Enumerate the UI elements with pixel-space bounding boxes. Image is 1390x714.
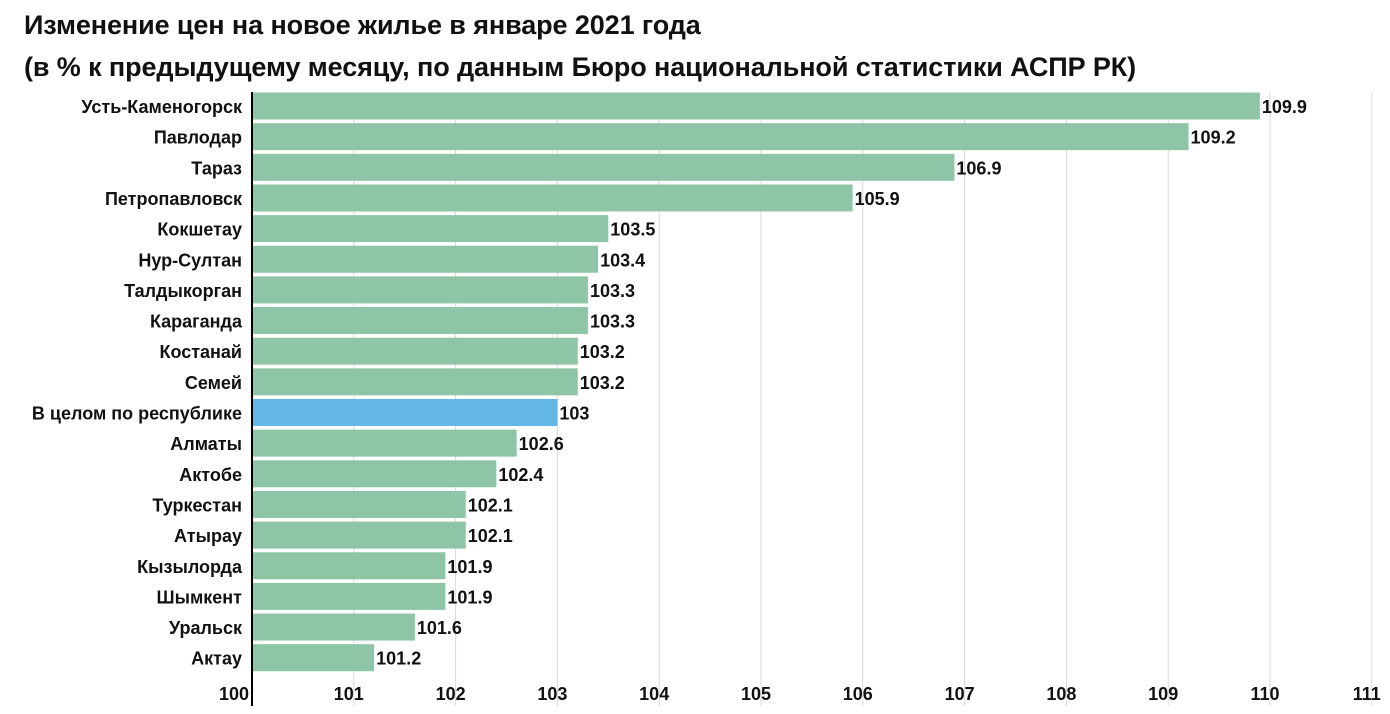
- category-label: Караганда: [150, 312, 243, 332]
- bar-13: [252, 490, 466, 518]
- x-tick-label: 106: [843, 684, 873, 704]
- value-label: 103.5: [610, 220, 655, 240]
- bar-9: [252, 368, 578, 396]
- value-label: 101.9: [447, 557, 492, 577]
- bar-5: [252, 245, 599, 273]
- bar-12: [252, 460, 497, 488]
- bar-6: [252, 276, 588, 304]
- category-label: Тараз: [191, 158, 242, 178]
- value-label: 101.6: [417, 618, 462, 638]
- value-label: 109.9: [1262, 97, 1307, 117]
- x-tick-label: 109: [1148, 684, 1178, 704]
- category-label: В целом по республике: [32, 404, 242, 424]
- value-label: 102.4: [498, 465, 543, 485]
- value-label: 102.6: [519, 434, 564, 454]
- category-label: Талдыкорган: [124, 281, 242, 301]
- x-tick-label: 103: [537, 684, 567, 704]
- bar-18: [252, 644, 375, 672]
- category-label: Алматы: [170, 434, 242, 454]
- x-tick-label: 111: [1353, 684, 1381, 704]
- value-label: 109.2: [1191, 128, 1236, 148]
- category-label: Нур-Султан: [138, 250, 242, 270]
- value-label: 103.2: [580, 342, 625, 362]
- bar-16: [252, 582, 446, 610]
- value-label: 103: [559, 404, 589, 424]
- category-label: Актобе: [179, 465, 242, 485]
- category-label: Кызылорда: [137, 557, 243, 577]
- bar-3: [252, 184, 853, 212]
- bar-0: [252, 92, 1260, 120]
- value-label: 102.1: [468, 495, 513, 515]
- category-label: Уральск: [169, 618, 243, 638]
- bars: [252, 92, 1260, 672]
- bar-15: [252, 552, 446, 580]
- chart-subtitle: (в % к предыдущему месяцу, по данным Бюр…: [24, 52, 1137, 82]
- x-tick-label: 100: [219, 684, 249, 704]
- category-label: Туркестан: [152, 495, 242, 515]
- bar-17: [252, 613, 415, 641]
- value-label: 103.2: [580, 373, 625, 393]
- x-tick-label: 105: [741, 684, 771, 704]
- bar-7: [252, 307, 588, 335]
- x-axis-ticks: 100 101 102 103 104 105 106 107 108 109 110 111: [219, 684, 1381, 704]
- category-label: Усть-Каменогорск: [81, 97, 243, 117]
- bar-4: [252, 215, 609, 243]
- x-tick-label: 110: [1250, 684, 1279, 704]
- value-label: 106.9: [956, 158, 1001, 178]
- value-label: 101.9: [447, 587, 492, 607]
- category-label: Кокшетау: [157, 220, 242, 240]
- bar-11: [252, 429, 517, 457]
- value-label: 103.3: [590, 281, 635, 301]
- bar-8: [252, 337, 578, 365]
- category-label: Шымкент: [157, 587, 243, 607]
- bar-1: [252, 123, 1189, 151]
- value-label: 103.3: [590, 312, 635, 332]
- category-label: Атырау: [174, 526, 242, 546]
- chart-title: Изменение цен на новое жилье в январе 20…: [24, 10, 701, 40]
- value-labels: 109.9 109.2 106.9 105.9 103.5 103.4 103.3 103.3…: [376, 97, 1307, 669]
- value-label: 102.1: [468, 526, 513, 546]
- x-tick-label: 107: [945, 684, 975, 704]
- category-label: Семей: [185, 373, 242, 393]
- category-label: Петропавловск: [105, 189, 243, 209]
- x-tick-label: 108: [1046, 684, 1076, 704]
- bar-10: [252, 399, 558, 426]
- x-tick-label: 101: [334, 684, 364, 704]
- category-label: Актау: [191, 649, 242, 669]
- bar-14: [252, 521, 466, 549]
- category-label: Павлодар: [154, 128, 242, 148]
- value-label: 105.9: [855, 189, 900, 209]
- category-label: Костанай: [159, 342, 242, 362]
- bar-2: [252, 153, 955, 181]
- category-labels: Усть-Каменогорск Павлодар Тараз Петропавлов…: [32, 97, 243, 669]
- x-tick-label: 104: [639, 684, 669, 704]
- value-label: 101.2: [376, 649, 421, 669]
- x-tick-label: 102: [436, 684, 466, 704]
- value-label: 103.4: [600, 250, 645, 270]
